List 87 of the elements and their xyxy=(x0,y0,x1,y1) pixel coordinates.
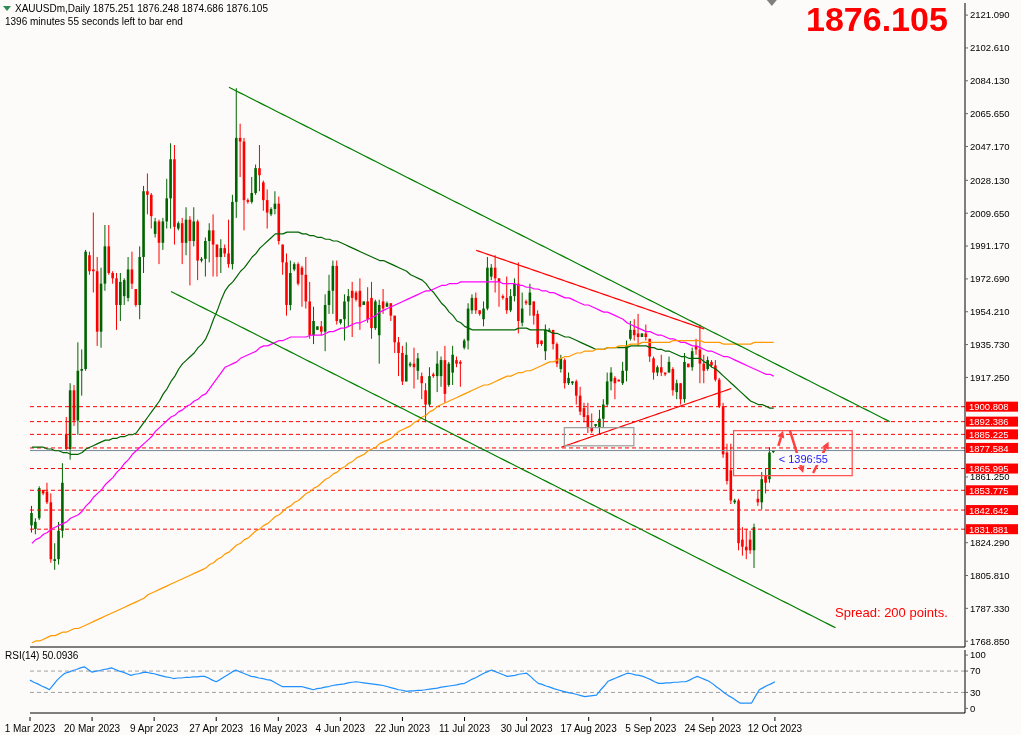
candlestick xyxy=(281,244,284,276)
candlestick xyxy=(505,276,509,315)
ref-line-label: 1877.584 xyxy=(969,442,1009,454)
candlestick xyxy=(509,288,512,313)
y-tick-label: 30 xyxy=(970,686,981,698)
y-tick-label: 0 xyxy=(970,702,976,714)
y-tick-label: 100 xyxy=(970,649,986,661)
x-tick-label: 9 Apr 2023 xyxy=(129,723,179,734)
candlestick xyxy=(366,286,369,324)
x-tick-label: 30 Jul 2023 xyxy=(500,723,553,734)
candlestick xyxy=(482,300,485,327)
y-tick-label: 2065.650 xyxy=(970,108,1010,120)
candlestick xyxy=(204,236,207,278)
x-tick-label: 5 Sep 2023 xyxy=(625,723,677,734)
candlestick xyxy=(760,471,764,510)
candlestick xyxy=(675,379,679,400)
candlestick xyxy=(459,359,462,388)
candlestick xyxy=(659,354,663,377)
x-tick-label: 24 Sep 2023 xyxy=(684,723,742,734)
candlestick xyxy=(227,219,230,269)
y-tick-label: 1935.730 xyxy=(970,338,1010,350)
candlestick xyxy=(451,345,454,386)
y-tick-label: 1991.170 xyxy=(970,240,1010,252)
candlestick xyxy=(312,306,315,345)
ref-line-label: 1842.642 xyxy=(969,504,1009,516)
annotation: Spread: 200 points. xyxy=(835,605,948,621)
y-tick-label: 2009.650 xyxy=(970,207,1010,219)
y-tick-label: 1824.290 xyxy=(970,537,1010,549)
candlestick xyxy=(513,277,516,302)
candlestick xyxy=(420,372,424,400)
text: 1396 minutes 55 seconds left to bar end xyxy=(5,16,183,27)
chart-title: RSI(14) 50.0936 xyxy=(5,650,79,661)
candlestick xyxy=(192,206,196,247)
ref-line-label: 1900.808 xyxy=(969,401,1009,413)
candlestick xyxy=(88,251,91,276)
y-tick-label: 1768.850 xyxy=(970,635,1010,647)
candlestick xyxy=(146,172,149,215)
x-tick-label: 4 Jun 2023 xyxy=(315,723,366,734)
line-series xyxy=(29,666,776,704)
x-tick-label: 1 Mar 2023 xyxy=(4,723,56,734)
annotation: < 1396:55 xyxy=(777,452,829,465)
candlestick xyxy=(250,176,254,205)
chart-title: XAUUSDm,Daily 1875.251 1876.248 1874.686 1876.105 xyxy=(15,3,268,14)
candlestick xyxy=(262,180,265,212)
y-tick-label: 2047.170 xyxy=(970,140,1010,152)
candlestick xyxy=(92,212,95,294)
candlestick xyxy=(30,505,33,534)
y-tick-label: 1972.690 xyxy=(970,273,1010,285)
candlestick xyxy=(397,336,400,377)
ref-line-label: 1885.225 xyxy=(969,428,1009,440)
line-series xyxy=(170,290,837,629)
candlestick xyxy=(602,398,605,429)
x-tick-label: 16 May 2023 xyxy=(249,723,308,734)
line-series xyxy=(31,339,775,644)
x-tick-label: 20 Mar 2023 xyxy=(64,723,121,734)
x-tick-label: 11 Jul 2023 xyxy=(439,723,491,734)
y-tick-label: 1787.330 xyxy=(970,602,1010,614)
y-tick-label: 2084.130 xyxy=(970,75,1010,87)
ref-line-label: 1892.386 xyxy=(969,416,1009,428)
ref-line-label: 1831.881 xyxy=(969,523,1009,535)
candlestick xyxy=(652,356,655,381)
y-tick-label: 1954.210 xyxy=(970,306,1010,318)
x-tick-label: 12 Oct 2023 xyxy=(747,723,803,734)
candlestick xyxy=(544,324,547,361)
y-tick-label: 2028.130 xyxy=(970,174,1010,186)
candlestick xyxy=(632,318,636,342)
candlestick xyxy=(207,222,211,263)
candlestick xyxy=(119,272,122,322)
candlestick xyxy=(258,144,261,192)
ref-line-label: 1853.775 xyxy=(969,484,1009,496)
candlestick xyxy=(343,293,346,342)
y-tick-label: 2121.090 xyxy=(970,9,1010,21)
y-tick-label: 70 xyxy=(970,665,981,677)
y-tick-label: 1805.810 xyxy=(970,569,1010,581)
line-series xyxy=(228,86,891,423)
candlestick xyxy=(149,192,153,230)
annotation: 1876.105 xyxy=(806,0,948,39)
candlestick xyxy=(347,288,350,327)
candlestick xyxy=(563,357,566,390)
y-tick-label: 1917.250 xyxy=(970,371,1010,383)
candlestick xyxy=(53,542,56,571)
candlestick xyxy=(629,320,632,342)
y-tick-label: 2102.610 xyxy=(970,42,1010,54)
candlestick xyxy=(621,361,624,386)
x-tick-label: 22 Jun 2023 xyxy=(374,723,431,734)
x-tick-label: 27 Apr 2023 xyxy=(189,723,244,734)
x-tick-label: 17 Aug 2023 xyxy=(560,723,618,734)
